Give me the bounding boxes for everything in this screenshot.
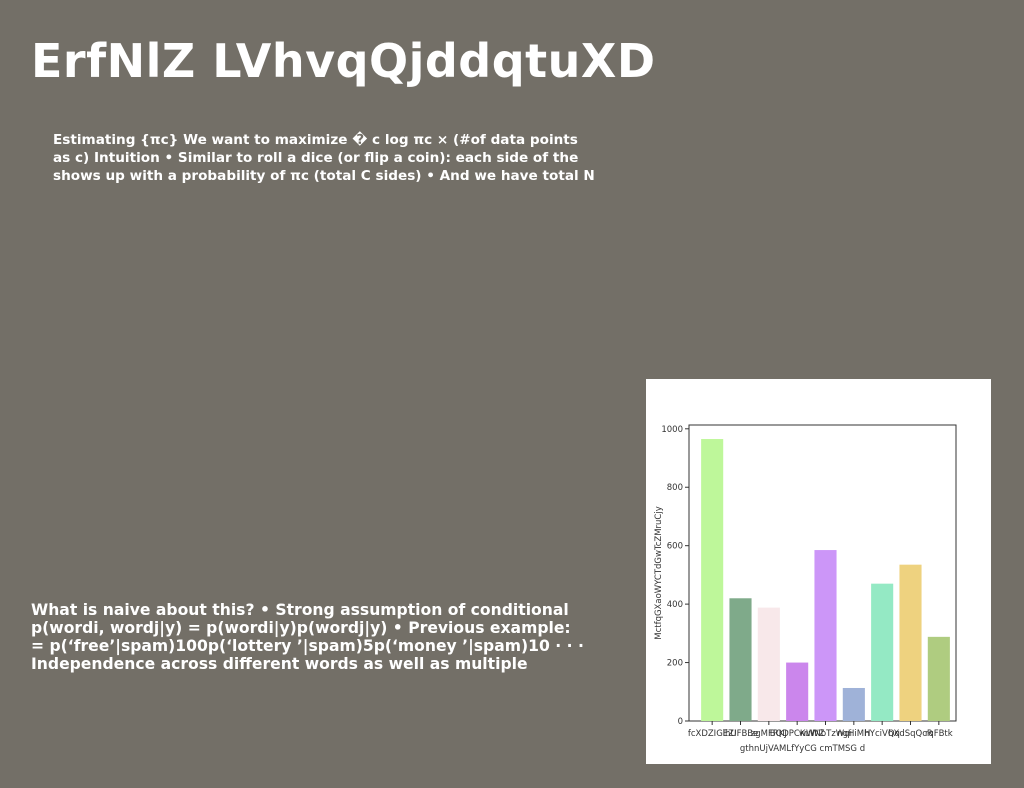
bar	[842, 687, 865, 721]
x-tick-label: rqFBtk	[925, 729, 953, 739]
y-tick-label: 200	[667, 659, 683, 669]
bar-chart: 0 200 400 600 800 1000 fcXDZIGEZIlhUFBBezgMFRK…	[654, 424, 957, 754]
paragraph-line: shows up with a probability of πc (total…	[53, 168, 595, 184]
x-tick-label: BQDPCKuWZ	[770, 729, 825, 739]
bar	[899, 564, 922, 721]
x-tick-label: ngHiMH	[837, 729, 870, 739]
x-tick-label: fcXDZIGEZI	[688, 729, 737, 739]
y-axis-label: MctfqGXaoWYCTdGwTcZMruCjy	[654, 506, 664, 640]
x-tick-label: hXdSqQcR	[888, 729, 933, 739]
slide-title: ErfNlZ LVhvqQjddqtuXD	[31, 34, 656, 88]
paragraph-line: Independence across different words as w…	[31, 655, 528, 673]
x-tick-label: lhUFBBe	[723, 729, 759, 739]
paragraph-line: p(wordi, wordj|y) = p(wordi|y)p(wordj|y)…	[31, 619, 571, 637]
naive-paragraph: What is naive about this? • Strong assum…	[31, 601, 631, 673]
bar	[814, 550, 837, 721]
bar	[701, 439, 724, 721]
bar	[871, 583, 894, 721]
y-tick-label: 800	[667, 483, 683, 493]
paragraph-line: Estimating {πc} We want to maximize � c …	[53, 132, 578, 148]
bar	[786, 662, 809, 721]
paragraph-line: = p(‘free’|spam)100p(‘lottery ’|spam)5p(…	[31, 637, 584, 655]
estimating-paragraph: Estimating {πc} We want to maximize � c …	[53, 131, 633, 185]
paragraph-line: as c) Intuition • Similar to roll a dice…	[53, 150, 579, 166]
x-tick-label: hYciVQq	[864, 729, 900, 739]
x-axis-label: gthnUjVAMLfYyCG cmTMSG d	[740, 744, 865, 754]
bar-chart-image: 0 200 400 600 800 1000 fcXDZIGEZI lhUFBBe zgMFRK…	[646, 379, 991, 764]
x-tick-label: zgMFRKJ	[751, 729, 787, 739]
bar	[757, 607, 780, 721]
y-tick-label: 1000	[661, 425, 683, 435]
y-tick-label: 0	[678, 717, 683, 727]
paragraph-line: What is naive about this? • Strong assum…	[31, 601, 569, 619]
bar	[927, 636, 950, 721]
x-tick-label: wWNbTzWqi	[799, 729, 852, 739]
y-tick-label: 600	[667, 542, 683, 552]
y-tick-label: 400	[667, 600, 683, 610]
bar	[729, 598, 752, 721]
